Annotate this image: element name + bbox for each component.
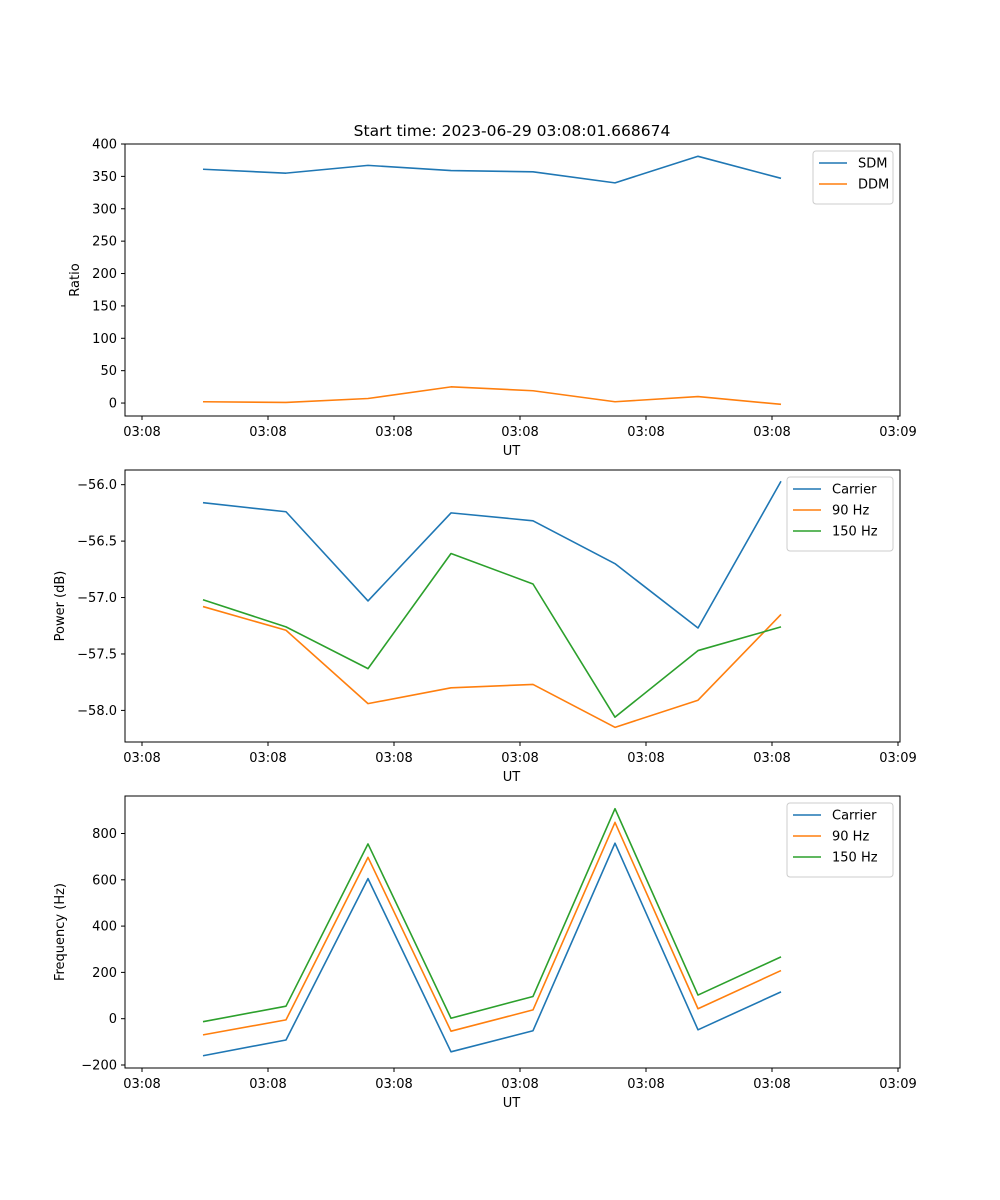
x-axis-label: UT	[503, 770, 521, 785]
y-axis-label: Frequency (Hz)	[53, 883, 68, 981]
legend: Carrier 90 Hz 150 Hz	[786, 802, 894, 878]
x-tick-label: 03:09	[879, 425, 916, 440]
x-tick-label: 03:09	[879, 751, 916, 766]
legend: Carrier 90 Hz 150 Hz	[786, 476, 894, 552]
y-tick-label: 0	[109, 1012, 117, 1027]
y-tick-label: 0	[109, 397, 117, 412]
x-tick-label: 03:08	[501, 751, 538, 766]
y-tick-label: 150	[92, 299, 117, 314]
y-tick-label: −56.5	[77, 535, 117, 550]
y-tick-label: 800	[92, 827, 117, 842]
x-tick-label: 03:08	[249, 751, 286, 766]
x-tick-label: 03:08	[627, 1077, 664, 1092]
x-tick-label: 03:08	[375, 751, 412, 766]
legend-label: Carrier	[832, 809, 877, 824]
y-axis-label: Ratio	[68, 263, 83, 296]
x-tick-label: 03:08	[123, 1077, 160, 1092]
x-tick-label: 03:08	[627, 425, 664, 440]
x-tick-label: 03:08	[753, 751, 790, 766]
plot-frame	[124, 795, 901, 1069]
x-tick-label: 03:08	[249, 1077, 286, 1092]
y-tick-label: 400	[92, 138, 117, 153]
series-line-ddm	[202, 386, 782, 406]
y-tick-label: 300	[92, 202, 117, 217]
series-line-150-hz	[202, 807, 782, 1023]
y-tick-label: 200	[92, 966, 117, 981]
x-tick-label: 03:08	[249, 425, 286, 440]
y-tick-label: 200	[92, 267, 117, 282]
x-tick-label: 03:09	[879, 1077, 916, 1092]
series-line-carrier	[202, 480, 782, 629]
legend-box	[786, 802, 894, 878]
x-axis-label: UT	[503, 444, 521, 459]
legend-label: 90 Hz	[832, 504, 869, 519]
subplot-2: 03:08 03:08 03:08 03:08 03:08 03:08 03:09 −58.0…	[53, 469, 917, 785]
series-line-150-hz	[202, 552, 782, 718]
subplot-3: 03:08 03:08 03:08 03:08 03:08 03:08 03:09 −200 0…	[53, 795, 917, 1111]
y-tick-label: 250	[92, 235, 117, 250]
x-tick-label: 03:08	[501, 425, 538, 440]
x-tick-label: 03:08	[627, 751, 664, 766]
legend-box	[812, 150, 894, 205]
y-tick-label: −58.0	[77, 704, 117, 719]
plot-frame	[124, 469, 901, 743]
x-tick-label: 03:08	[375, 425, 412, 440]
subplot-1: 03:08 03:08 03:08 03:08 03:08 03:08 03:09 0 50 10…	[68, 138, 917, 460]
figure-title: Start time: 2023-06-29 03:08:01.668674	[354, 122, 671, 140]
legend-label: SDM	[858, 157, 887, 172]
y-tick-label: −56.0	[77, 478, 117, 493]
x-tick-label: 03:08	[753, 425, 790, 440]
x-tick-label: 03:08	[501, 1077, 538, 1092]
y-tick-label: −57.5	[77, 647, 117, 662]
series-line-90-hz	[202, 821, 782, 1036]
legend: SDM DDM	[812, 150, 894, 205]
legend-label: 150 Hz	[832, 851, 878, 866]
legend-box	[786, 476, 894, 552]
y-tick-label: 100	[92, 332, 117, 347]
x-tick-label: 03:08	[375, 1077, 412, 1092]
series-line-90-hz	[202, 605, 782, 729]
y-axis-label: Power (dB)	[53, 571, 68, 642]
y-tick-label: −200	[81, 1058, 117, 1073]
legend-label: 90 Hz	[832, 830, 869, 845]
x-axis-label: UT	[503, 1096, 521, 1111]
series-line-sdm	[202, 155, 782, 184]
x-tick-label: 03:08	[123, 751, 160, 766]
y-tick-label: 350	[92, 170, 117, 185]
y-tick-label: 50	[100, 364, 117, 379]
series-line-carrier	[202, 842, 782, 1057]
legend-label: 150 Hz	[832, 525, 878, 540]
legend-label: Carrier	[832, 483, 877, 498]
plot-frame	[124, 143, 901, 417]
y-tick-label: 400	[92, 920, 117, 935]
x-tick-label: 03:08	[123, 425, 160, 440]
legend-label: DDM	[858, 178, 889, 193]
y-tick-label: −57.0	[77, 591, 117, 606]
y-tick-label: 600	[92, 873, 117, 888]
x-tick-label: 03:08	[753, 1077, 790, 1092]
